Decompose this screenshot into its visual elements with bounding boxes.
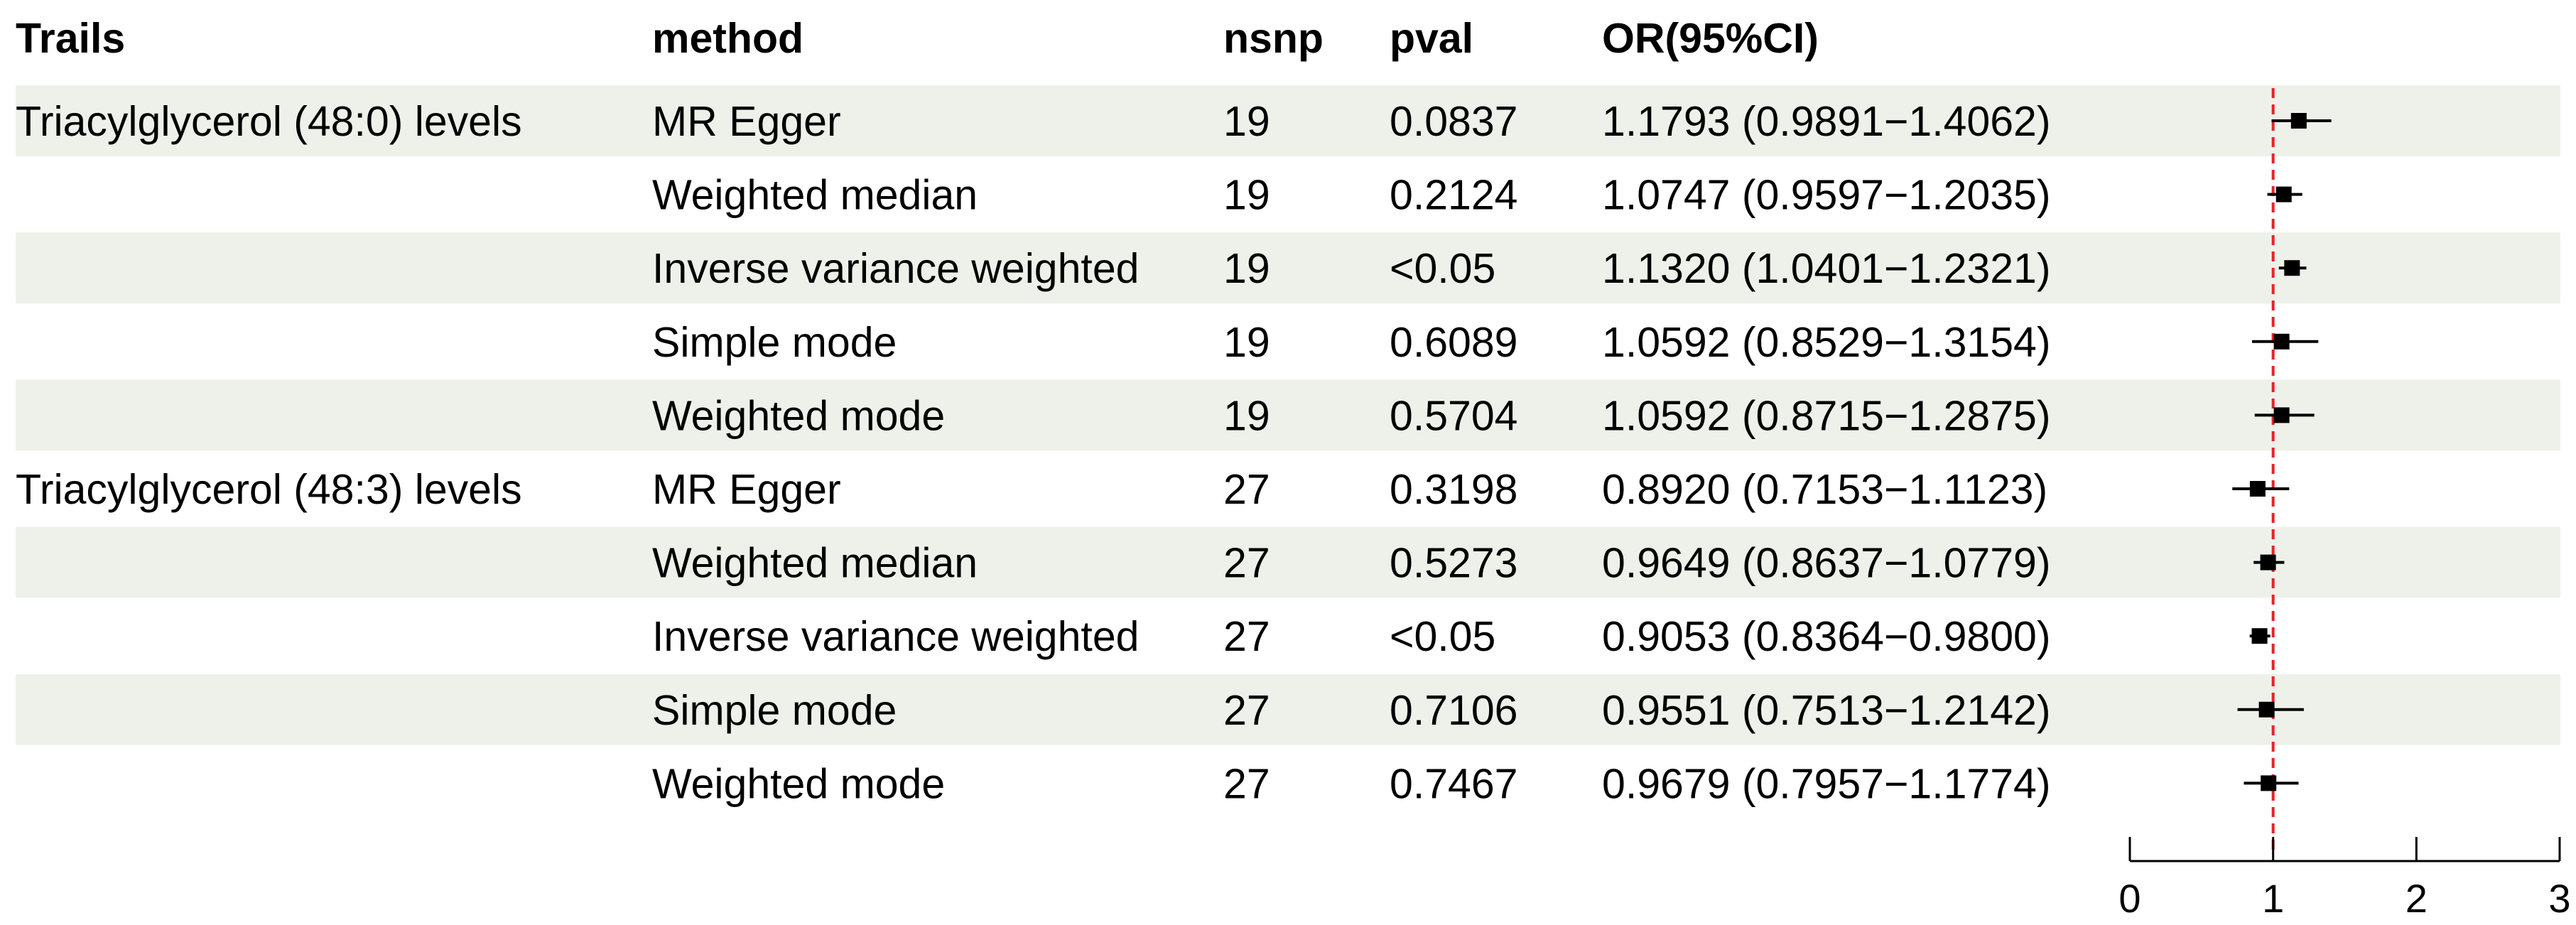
cell-pval: <0.05 xyxy=(1390,613,1495,660)
cell-or-ci: 1.0747 (0.9597−1.2035) xyxy=(1602,172,2051,219)
x-tick-label: 0 xyxy=(2118,876,2141,921)
cell-nsnp: 27 xyxy=(1223,760,1270,807)
cell-pval: 0.6089 xyxy=(1390,319,1517,366)
point-estimate xyxy=(2275,186,2292,202)
cell-pval: 0.7106 xyxy=(1390,687,1517,734)
cell-pval: 0.2124 xyxy=(1390,172,1517,219)
cell-or-ci: 0.9551 (0.7513−1.2142) xyxy=(1602,687,2051,734)
cell-or-ci: 1.0592 (0.8715−1.2875) xyxy=(1602,392,2051,439)
cell-method: Inverse variance weighted xyxy=(652,613,1139,660)
row-shading xyxy=(16,85,2560,745)
cell-trait: Triacylglycerol (48:0) levels xyxy=(16,98,522,145)
table-rows: Triacylglycerol (48:0) levels MR Egger 19 0… xyxy=(16,98,2051,807)
x-axis: 0 1 2 3 xyxy=(2118,837,2571,921)
point-estimate xyxy=(2273,333,2290,350)
x-tick-label: 1 xyxy=(2262,876,2284,921)
cell-method: Inverse variance weighted xyxy=(652,245,1139,292)
row-shade xyxy=(16,232,2560,304)
cell-nsnp: 27 xyxy=(1223,687,1270,734)
point-estimate xyxy=(2258,701,2275,718)
cell-method: Weighted median xyxy=(652,540,978,587)
point-estimate xyxy=(2260,554,2276,570)
forest-plot-area xyxy=(2232,88,2332,854)
point-estimate xyxy=(2284,260,2300,276)
cell-pval: 0.0837 xyxy=(1390,98,1517,145)
cell-nsnp: 19 xyxy=(1223,172,1270,219)
cell-or-ci: 1.1320 (1.0401−1.2321) xyxy=(1602,245,2051,292)
header-or-ci: OR(95%CI) xyxy=(1602,15,1819,62)
x-tick-label: 2 xyxy=(2405,876,2428,921)
cell-nsnp: 27 xyxy=(1223,613,1270,660)
cell-method: Weighted mode xyxy=(652,392,945,439)
cell-nsnp: 27 xyxy=(1223,466,1270,513)
point-estimate xyxy=(2249,481,2266,497)
cell-method: MR Egger xyxy=(652,98,841,145)
cell-method: MR Egger xyxy=(652,466,841,513)
header-pval: pval xyxy=(1390,15,1473,62)
row-shade xyxy=(16,526,2560,598)
point-estimate xyxy=(2261,775,2277,791)
table-header: Trails method nsnp pval OR(95%CI) xyxy=(16,15,1819,62)
cell-or-ci: 0.9649 (0.8637−1.0779) xyxy=(1602,540,2051,587)
cell-nsnp: 19 xyxy=(1223,392,1270,439)
point-estimate xyxy=(2251,628,2268,644)
point-estimate xyxy=(2290,113,2307,129)
cell-nsnp: 19 xyxy=(1223,245,1270,292)
cell-method: Weighted mode xyxy=(652,760,945,807)
cell-trait: Triacylglycerol (48:3) levels xyxy=(16,466,522,513)
header-method: method xyxy=(652,15,803,62)
cell-pval: <0.05 xyxy=(1390,245,1495,292)
cell-pval: 0.5273 xyxy=(1390,540,1517,587)
cell-or-ci: 0.9053 (0.8364−0.9800) xyxy=(1602,613,2051,660)
cell-or-ci: 1.0592 (0.8529−1.3154) xyxy=(1602,319,2051,366)
header-nsnp: nsnp xyxy=(1223,15,1324,62)
cell-nsnp: 19 xyxy=(1223,319,1270,366)
point-estimate xyxy=(2273,407,2290,423)
row-shade xyxy=(16,674,2560,745)
row-shade xyxy=(16,379,2560,451)
cell-nsnp: 27 xyxy=(1223,540,1270,587)
cell-or-ci: 0.8920 (0.7153−1.1123) xyxy=(1602,466,2047,513)
cell-pval: 0.5704 xyxy=(1390,392,1517,439)
cell-pval: 0.7467 xyxy=(1390,760,1517,807)
cell-method: Weighted median xyxy=(652,172,978,219)
cell-nsnp: 19 xyxy=(1223,98,1270,145)
x-tick-label: 3 xyxy=(2548,876,2570,921)
cell-method: Simple mode xyxy=(652,319,897,366)
cell-pval: 0.3198 xyxy=(1390,466,1517,513)
header-trait: Trails xyxy=(16,15,125,62)
cell-or-ci: 1.1793 (0.9891−1.4062) xyxy=(1602,98,2051,145)
cell-method: Simple mode xyxy=(652,687,897,734)
row-shade xyxy=(16,85,2560,156)
cell-or-ci: 0.9679 (0.7957−1.1774) xyxy=(1602,760,2051,807)
